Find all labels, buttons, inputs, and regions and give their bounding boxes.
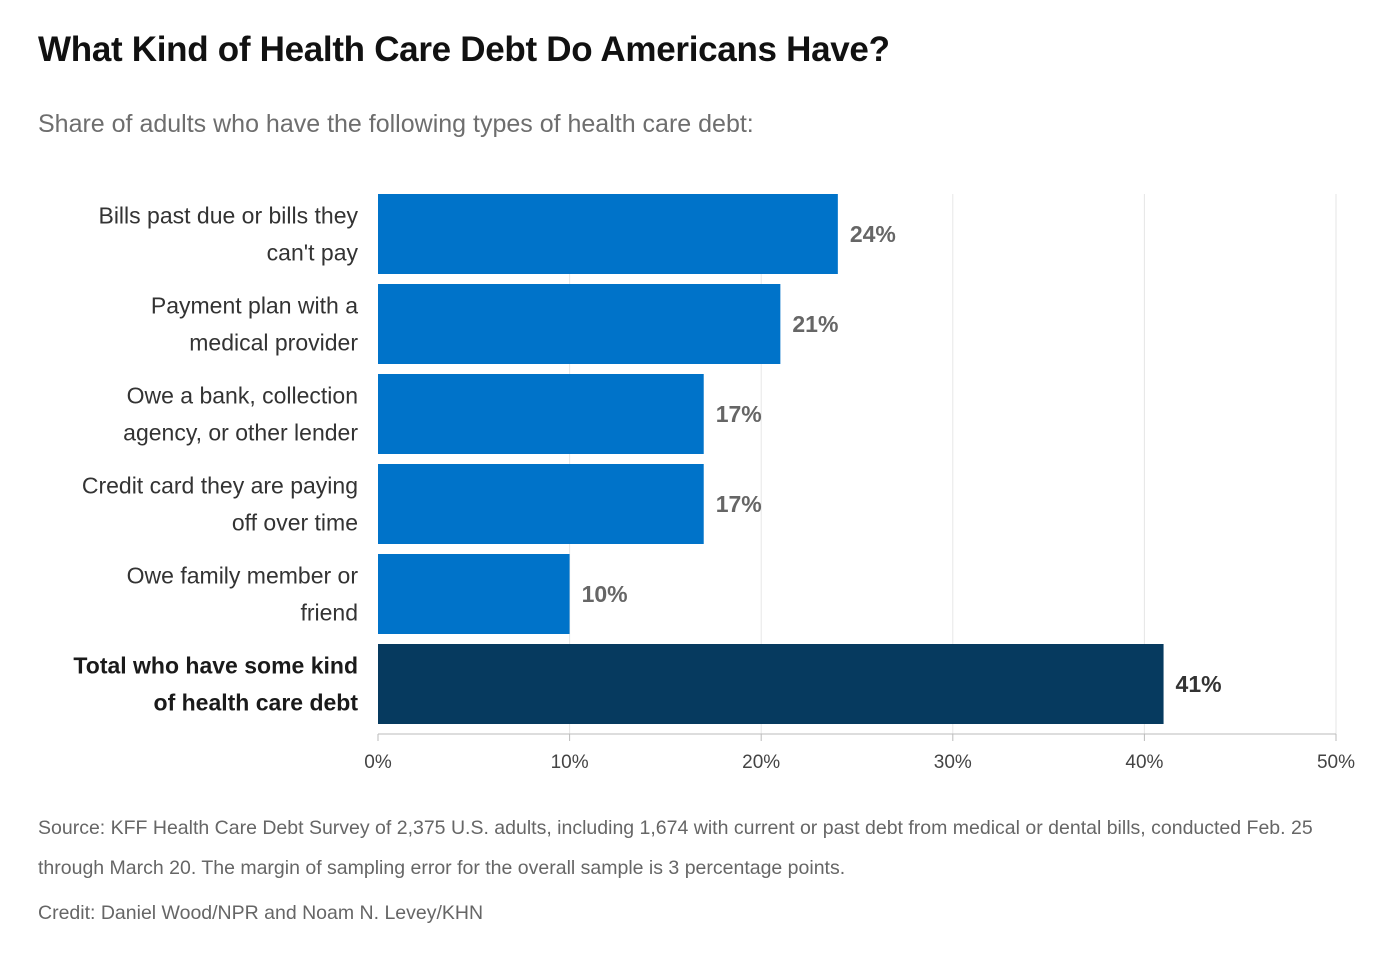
x-tick-label: 40% [1125,752,1163,773]
chart-subtitle: Share of adults who have the following t… [38,110,754,138]
category-label-line: Bills past due or bills they [98,203,358,229]
source-note: Source: KFF Health Care Debt Survey of 2… [38,817,1313,879]
value-label: 10% [582,581,628,607]
category-label-line: can't pay [267,240,359,266]
credit-note: Credit: Daniel Wood/NPR and Noam N. Leve… [38,902,484,924]
value-label: 17% [716,491,762,517]
category-label-line: of health care debt [154,690,359,716]
category-label: Total who have some kind of health care d… [73,653,358,716]
category-label-line: agency, or other lender [123,420,358,446]
category-labels: Bills past due or bills they can't pay Pay… [73,203,358,716]
category-label-line: Owe family member or [127,563,359,589]
bar [378,374,704,454]
x-tick-label: 0% [364,752,392,773]
category-label-line: Owe a bank, collection [127,383,358,409]
x-axis: 0% 10% 20% 30% 40% 50% [364,733,1355,773]
value-labels: 24% 21% 17% 17% 10% 41% [582,221,1222,697]
bar [378,464,704,544]
category-label-line: Payment plan with a [151,293,358,319]
x-tick-label: 30% [934,752,972,773]
value-label: 41% [1176,671,1222,697]
category-label-line: off over time [232,510,358,536]
bar [378,194,838,274]
bar [378,284,781,364]
x-tick-label: 10% [551,752,589,773]
chart-title: What Kind of Health Care Debt Do America… [38,30,890,69]
category-label: Payment plan with a medical provider [151,293,358,356]
bar-chart: 0% 10% 20% 30% 40% 50% Bills past due or bill… [73,194,1355,773]
category-label-line: friend [300,600,358,626]
category-label-line: medical provider [189,330,358,356]
x-tick-label: 50% [1317,752,1355,773]
category-label: Credit card they are paying off over time [82,473,358,536]
bar-total [378,644,1164,724]
value-label: 17% [716,401,762,427]
bars [378,194,1164,724]
category-label-line: Total who have some kind [73,653,358,679]
category-label-line: Credit card they are paying [82,473,358,499]
category-label: Owe a bank, collection agency, or other l… [123,383,358,446]
category-label: Owe family member or friend [127,563,359,626]
category-label: Bills past due or bills they can't pay [98,203,358,266]
value-label: 21% [792,311,838,337]
x-tick-label: 20% [742,752,780,773]
value-label: 24% [850,221,896,247]
bar [378,554,570,634]
